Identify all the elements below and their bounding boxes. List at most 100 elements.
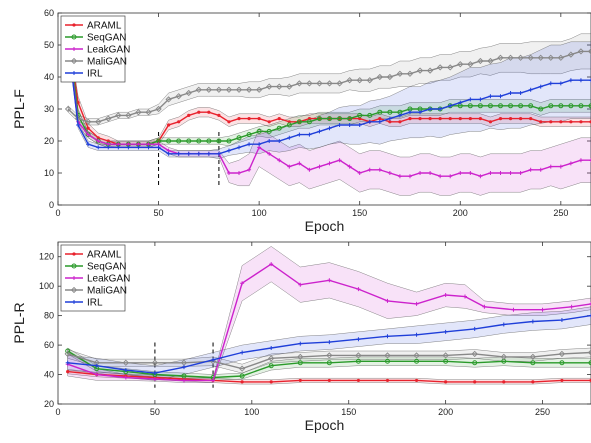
point-irl [146,145,151,150]
x-tick-label: 0 [55,407,60,417]
point-irl [226,148,231,153]
point-araml [267,120,271,124]
point-irl [297,132,302,137]
point-irl [247,142,252,147]
chart-2: 0 50 100 150 200 250 20 40 60 80 100 120 Epoch PPL-R A… [11,241,591,433]
point-leakgan [397,174,402,179]
y-tick-label: 50 [44,40,54,50]
point-maligan [471,350,478,358]
point-leakgan [578,158,583,163]
point-maligan [122,359,129,366]
point-maligan [426,67,434,74]
point-araml [502,380,506,384]
point-irl [347,123,352,127]
point-irl [589,313,591,318]
point-leakgan [468,171,473,175]
point-leakgan [247,167,252,172]
point-irl [337,123,342,127]
point-maligan [336,80,343,87]
point-araml [473,380,477,384]
point-araml [327,378,331,383]
point-maligan [557,54,564,61]
point-araml [539,120,543,124]
point-maligan [567,51,575,58]
point-leakgan [327,161,332,166]
point-leakgan [267,151,272,156]
point-maligan [416,67,424,74]
point-leakgan [277,158,282,163]
point-araml [531,380,535,384]
point-leakgan [458,171,463,175]
point-araml [207,110,211,114]
point-maligan [276,83,283,90]
point-irl [86,142,91,147]
point-maligan [529,353,536,361]
point-araml [468,117,472,121]
data-layer [64,24,591,196]
point-leakgan [558,164,563,169]
point-leakgan [347,164,352,169]
point-seqgan [266,128,272,134]
point-seqgan [497,103,503,109]
point-irl [443,329,448,334]
point-maligan [145,109,152,116]
point-irl [94,363,99,368]
point-seqgan [588,103,591,109]
plot-frame [57,241,591,405]
point-seqgan [268,363,274,369]
point-seqgan [377,109,383,115]
point-seqgan [588,360,591,366]
point-leakgan [414,301,419,306]
point-irl [186,151,191,156]
point-seqgan [297,360,303,366]
point-maligan [205,86,212,93]
y-tick-label: 20 [44,399,54,409]
legend-box [60,15,126,83]
point-seqgan [286,122,292,128]
point-araml [385,378,390,383]
point-leakgan [443,293,448,298]
point-maligan [355,352,362,359]
point-seqgan [518,103,524,109]
point-leakgan [407,174,412,179]
line-seqgan [67,28,591,145]
legend-marker-seqgan [71,263,77,269]
point-seqgan [337,116,343,122]
point-leakgan [211,378,216,383]
chart-1: 0 50 100 150 200 250 0 10 20 30 40 50 60 Epoch PPL-F AR… [11,8,591,234]
band-leakgan [67,246,591,383]
point-maligan [64,105,72,113]
point-irl [298,341,303,346]
point-maligan [151,359,159,366]
point-leakgan [287,164,292,169]
point-irl [65,360,70,365]
point-maligan [266,83,273,90]
point-araml [408,117,412,121]
point-irl [548,81,553,86]
point-leakgan [327,278,332,283]
point-maligan [185,89,192,97]
point-maligan [165,96,172,103]
point-araml [298,378,302,383]
point-seqgan [472,360,478,366]
point-leakgan [463,294,468,299]
point-leakgan [418,171,423,175]
point-leakgan [498,171,503,175]
line-leakgan [67,263,591,382]
legend-label-seqgan: SeqGAN [87,262,126,273]
point-irl [558,81,563,86]
point-seqgan [196,138,202,144]
point-seqgan [236,135,242,141]
point-irl [418,110,423,115]
point-seqgan [65,348,71,354]
point-leakgan [297,161,302,166]
point-irl [116,145,121,150]
point-seqgan [316,116,322,122]
point-seqgan [226,138,232,144]
point-leakgan [94,372,99,377]
point-seqgan [367,112,373,118]
point-irl [377,119,382,124]
point-seqgan [477,103,483,109]
point-leakgan [269,262,274,267]
point-irl [216,151,221,156]
